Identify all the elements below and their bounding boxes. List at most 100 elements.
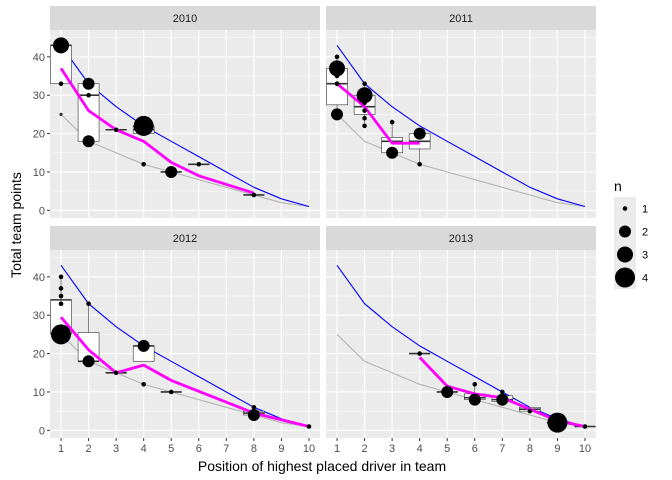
- legend-label: 3: [642, 250, 648, 262]
- x-tick-label: 1: [58, 443, 64, 455]
- mean-line: [59, 67, 255, 195]
- legend-label: 1: [642, 204, 648, 216]
- data-point: [113, 370, 119, 376]
- data-point: [51, 324, 72, 345]
- x-tick-label: 3: [113, 443, 119, 455]
- data-point: [133, 115, 154, 136]
- axis-titles: Position of highest placed driver in tea…: [8, 172, 446, 474]
- legend-entry-1: 1: [614, 197, 648, 220]
- x-tick-label: 7: [223, 443, 229, 455]
- panel-2010: 2010 0 10 20 30 40: [33, 6, 320, 218]
- data-point: [86, 301, 91, 307]
- y-tick-label: 10: [33, 167, 45, 179]
- panel-background: [326, 250, 596, 438]
- y-tick-label: 10: [33, 387, 45, 399]
- x-tick-label: 2: [362, 443, 368, 455]
- data-point: [82, 355, 95, 368]
- strip-2010: [50, 6, 320, 30]
- x-tick-label: 9: [278, 443, 284, 455]
- panels-layer: 2010 0 10 20 30 40 2011 2012 0 10 20 30 40 1 2 3 4 5 6 7 8 9 1…: [33, 6, 596, 455]
- min-points-line: [60, 334, 310, 428]
- data-point: [468, 393, 481, 406]
- data-point: [472, 381, 478, 387]
- max-points-line: [336, 44, 586, 208]
- data-point: [500, 389, 505, 395]
- box-outlier: [59, 112, 63, 117]
- box-body: [77, 83, 100, 142]
- y-tick-label: 30: [33, 310, 45, 322]
- strip-2011: [326, 6, 596, 30]
- max-points-line: [336, 264, 586, 428]
- mean-line: [336, 82, 420, 145]
- max-points-line: [60, 264, 310, 428]
- data-point: [362, 100, 367, 106]
- y-tick-label: 20: [33, 349, 45, 361]
- data-point: [53, 37, 70, 54]
- data-point: [306, 424, 312, 429]
- data-point: [334, 81, 340, 87]
- x-tick-label: 9: [554, 443, 560, 455]
- panel-background: [326, 30, 596, 218]
- strip-label-2010: 2010: [173, 13, 197, 25]
- y-tick-label: 40: [33, 52, 45, 64]
- max-points-line: [60, 44, 310, 208]
- strip-label-2013: 2013: [449, 233, 473, 245]
- data-point: [58, 286, 64, 291]
- data-point: [247, 408, 260, 421]
- strip-2013: [326, 226, 596, 250]
- boxplot-x2: [77, 83, 100, 142]
- x-tick-label: 8: [251, 443, 257, 455]
- boxplot-x4: [408, 133, 431, 165]
- legend-label: 2: [642, 227, 648, 239]
- data-point: [417, 161, 422, 167]
- legend: n 1 2 3 4: [614, 178, 648, 289]
- legend-label: 4: [642, 273, 648, 285]
- data-point: [141, 131, 146, 136]
- data-point: [82, 77, 95, 90]
- legend-key-point: [615, 267, 635, 288]
- y-tick-label: 0: [39, 425, 45, 437]
- panel-2012: 2012 0 10 20 30 40 1 2 3 4 5 6 7 8 9 10: [33, 226, 320, 455]
- legend-key-point: [617, 246, 633, 263]
- data-point: [251, 192, 257, 198]
- data-point: [331, 108, 344, 121]
- data-point: [196, 161, 202, 167]
- y-tick-label: 20: [33, 129, 45, 141]
- strip-2012: [50, 226, 320, 250]
- x-tick-label: 3: [389, 443, 395, 455]
- data-point: [141, 381, 146, 387]
- data-point: [82, 135, 95, 148]
- x-tick-label: 5: [444, 443, 450, 455]
- x-tick-label: 5: [168, 443, 174, 455]
- data-point: [413, 127, 426, 140]
- data-point: [58, 293, 64, 299]
- x-tick-label: 4: [141, 443, 147, 455]
- data-point: [547, 412, 568, 433]
- x-tick-label: 1: [334, 443, 340, 455]
- legend-key-point: [622, 206, 628, 211]
- x-tick-label: 8: [527, 443, 533, 455]
- data-point: [168, 389, 174, 395]
- strip-label-2012: 2012: [173, 233, 197, 245]
- panel-2013: 2013 1 2 3 4 5 6 7 8 9 10: [326, 226, 596, 455]
- x-tick-label: 2: [86, 443, 92, 455]
- data-point: [329, 60, 346, 77]
- y-tick-label: 30: [33, 90, 45, 102]
- data-point: [362, 123, 367, 129]
- data-point: [141, 161, 146, 167]
- x-tick-label: 10: [579, 443, 591, 455]
- min-points-line: [336, 114, 586, 208]
- data-point: [362, 108, 367, 113]
- x-axis-title: Position of highest placed driver in tea…: [198, 458, 446, 474]
- data-point: [137, 339, 150, 352]
- data-point: [334, 54, 340, 60]
- legend-entry-3: 3: [614, 243, 648, 266]
- data-point: [251, 405, 257, 410]
- data-point: [386, 146, 399, 159]
- data-point: [362, 81, 367, 87]
- y-tick-label: 0: [39, 205, 45, 217]
- data-point: [362, 115, 367, 121]
- min-points-line: [336, 334, 586, 428]
- y-axis-title: Total team points: [8, 172, 24, 278]
